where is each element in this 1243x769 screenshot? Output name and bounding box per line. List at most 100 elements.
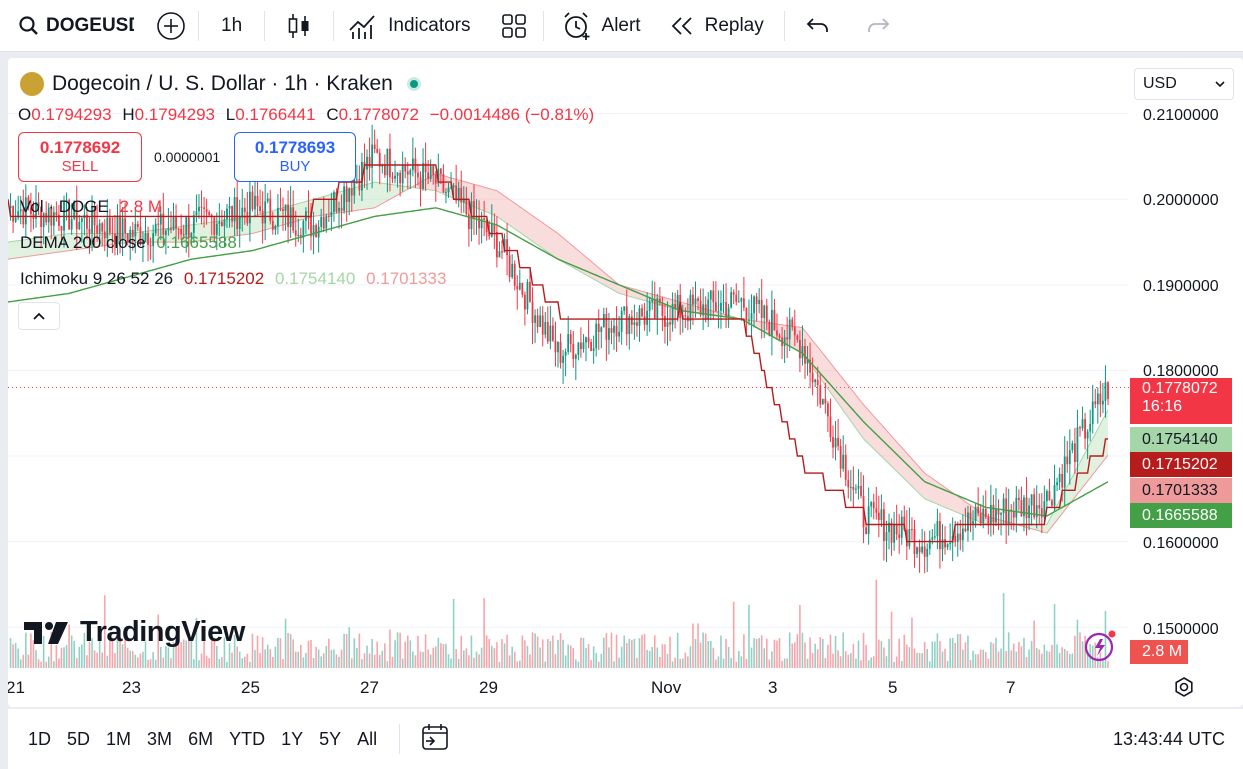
range-5y-button[interactable]: 5Y bbox=[319, 728, 342, 749]
ichimoku-legend[interactable]: Ichimoku 9 26 52 26 0.1715202 0.1754140 … bbox=[20, 269, 446, 289]
range-ytd-button[interactable]: YTD bbox=[229, 728, 266, 749]
ichimoku-cloud-segment bbox=[593, 263, 599, 282]
candle-body bbox=[544, 321, 547, 335]
replay-button[interactable]: Replay bbox=[655, 0, 784, 52]
candle-body bbox=[228, 206, 231, 209]
volume-bar bbox=[982, 649, 985, 668]
candle-body bbox=[689, 294, 692, 322]
candle-body bbox=[939, 521, 941, 550]
compare-symbol-button[interactable] bbox=[144, 0, 198, 52]
candle-body bbox=[549, 325, 552, 342]
candle-body bbox=[641, 308, 643, 317]
volume-bar bbox=[900, 661, 903, 668]
range-6m-button[interactable]: 6M bbox=[188, 728, 214, 749]
symbol-title: Dogecoin / U. S. Dollar · 1h · Kraken bbox=[52, 72, 393, 95]
close-value: 0.1778072 bbox=[338, 105, 419, 124]
range-5d-button[interactable]: 5D bbox=[67, 728, 91, 749]
candle-body bbox=[162, 213, 165, 235]
ichimoku-cloud-segment bbox=[843, 379, 849, 418]
volume-bar bbox=[995, 637, 997, 668]
ichimoku-cloud-segment bbox=[84, 233, 90, 249]
indicators-button[interactable]: Indicators bbox=[334, 0, 484, 52]
volume-bar bbox=[465, 648, 468, 668]
candle-body bbox=[129, 229, 132, 242]
symbol-search-button[interactable]: DOGEUSD bbox=[0, 0, 144, 52]
ichimoku-cloud-segment bbox=[909, 456, 915, 489]
candle-body bbox=[142, 241, 144, 245]
volume-bar bbox=[516, 661, 519, 668]
volume-bar bbox=[109, 640, 111, 668]
volume-bar bbox=[569, 645, 572, 668]
sell-button[interactable]: 0.1778692 SELL bbox=[18, 132, 142, 182]
candle-body bbox=[159, 213, 162, 225]
legend-title-row[interactable]: Dogecoin / U. S. Dollar · 1h · Kraken bbox=[20, 72, 421, 96]
chart-type-button[interactable] bbox=[265, 0, 333, 52]
volume-bar bbox=[847, 654, 850, 668]
volume-bar bbox=[401, 658, 404, 668]
volume-bar bbox=[424, 634, 427, 668]
candle-body bbox=[931, 537, 934, 540]
ichimoku-cloud-segment bbox=[170, 227, 177, 243]
alert-button[interactable]: Alert bbox=[544, 0, 655, 52]
ichimoku-cloud-segment bbox=[558, 233, 564, 263]
range-1y-button[interactable]: 1Y bbox=[281, 728, 304, 749]
candle-body bbox=[437, 168, 440, 184]
layouts-button[interactable] bbox=[485, 0, 543, 52]
candle-body bbox=[422, 163, 424, 189]
volume-bar bbox=[63, 647, 65, 668]
candle-body bbox=[315, 225, 318, 238]
volume-bar bbox=[40, 661, 42, 668]
utc-clock[interactable]: 13:43:44 UTC bbox=[1112, 728, 1225, 749]
volume-bar bbox=[801, 632, 804, 668]
ichimoku-cloud-segment bbox=[552, 229, 558, 260]
volume-bar bbox=[277, 637, 279, 668]
ichimoku-cloud-segment bbox=[934, 480, 940, 506]
chart-canvas[interactable] bbox=[8, 58, 1243, 707]
candle-body bbox=[875, 508, 878, 513]
redo-button[interactable] bbox=[851, 0, 905, 52]
range-1m-button[interactable]: 1M bbox=[106, 728, 132, 749]
volume-bar bbox=[106, 655, 109, 668]
volume-bar bbox=[743, 634, 745, 668]
volume-bar bbox=[343, 633, 345, 668]
candle-body bbox=[52, 212, 55, 226]
candle-body bbox=[628, 316, 631, 335]
candle-body bbox=[564, 351, 567, 356]
chart-settings-button[interactable] bbox=[1173, 676, 1195, 703]
candle-body bbox=[12, 206, 14, 222]
currency-select[interactable]: USD bbox=[1134, 68, 1234, 100]
buy-button[interactable]: 0.1778693 BUY bbox=[234, 132, 356, 182]
news-spark-button[interactable] bbox=[1082, 629, 1118, 668]
volume-bar bbox=[529, 654, 531, 668]
candle-body bbox=[888, 522, 890, 533]
candle-body bbox=[770, 310, 773, 336]
candle-body bbox=[157, 223, 160, 225]
candle-body bbox=[457, 187, 460, 201]
candle-body bbox=[327, 215, 330, 218]
candle-body bbox=[343, 186, 346, 211]
volume-bar bbox=[631, 640, 633, 668]
range-3m-button[interactable]: 3M bbox=[147, 728, 173, 749]
tradingview-logo[interactable]: TradingView bbox=[24, 616, 245, 649]
chart-pane[interactable]: Dogecoin / U. S. Dollar · 1h · Kraken O0… bbox=[8, 58, 1243, 707]
interval-button[interactable]: 1h bbox=[199, 0, 264, 52]
range-1d-button[interactable]: 1D bbox=[28, 728, 52, 749]
volume-bar bbox=[14, 643, 17, 668]
ichimoku-cloud-segment bbox=[904, 450, 910, 484]
ichimoku-name: Ichimoku 9 26 52 26 bbox=[20, 269, 174, 288]
volume-bar bbox=[659, 656, 661, 668]
candle-body bbox=[144, 233, 147, 242]
volume-bar bbox=[91, 638, 93, 668]
volume-bar bbox=[455, 649, 457, 668]
volume-bar bbox=[320, 656, 322, 668]
candle-body bbox=[1017, 497, 1020, 501]
collapse-legend-button[interactable] bbox=[18, 302, 60, 330]
volume-legend[interactable]: Vol · DOGE 2.8 M bbox=[20, 197, 162, 217]
dema-legend[interactable]: DEMA 200 close 0.1665588 bbox=[20, 233, 237, 253]
go-to-date-button[interactable] bbox=[410, 722, 460, 757]
candle-body bbox=[429, 166, 432, 179]
candle-body bbox=[1000, 513, 1002, 515]
range-all-button[interactable]: All bbox=[357, 728, 378, 749]
undo-button[interactable] bbox=[785, 0, 851, 52]
ichimoku-cloud-segment bbox=[833, 366, 839, 404]
